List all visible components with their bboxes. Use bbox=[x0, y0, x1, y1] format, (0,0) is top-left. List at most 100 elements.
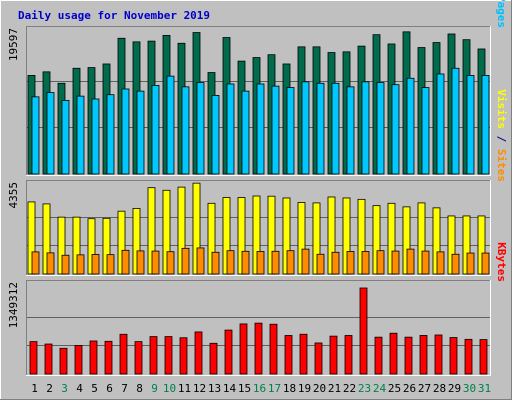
bar-files-day-3 bbox=[61, 100, 70, 175]
bar-files-day-19 bbox=[301, 81, 310, 175]
bar-files-day-28 bbox=[436, 73, 445, 175]
bar-visits-day-11 bbox=[177, 186, 186, 275]
bar-kbytes-day-12 bbox=[194, 331, 203, 375]
bar-files-day-18 bbox=[286, 87, 295, 175]
bar-kbytes-day-31 bbox=[479, 339, 488, 375]
bar-visits-day-4 bbox=[72, 216, 81, 275]
bar-kbytes-day-9 bbox=[149, 336, 158, 375]
right-label-part: Pages bbox=[495, 0, 508, 28]
day-label-13: 13 bbox=[208, 382, 221, 395]
bar-kbytes-day-8 bbox=[134, 341, 143, 375]
bar-sites-day-1 bbox=[31, 251, 40, 275]
bar-sites-day-2 bbox=[46, 252, 55, 275]
bar-sites-day-27 bbox=[421, 250, 430, 275]
bar-kbytes-day-30 bbox=[464, 338, 473, 375]
bar-visits-day-9 bbox=[147, 187, 156, 275]
bar-files-day-25 bbox=[391, 84, 400, 175]
bar-visits-day-17 bbox=[267, 195, 276, 275]
bar-sites-day-13 bbox=[211, 251, 220, 275]
bar-files-day-27 bbox=[421, 87, 430, 175]
panel-right-label: KBytes bbox=[495, 242, 508, 282]
day-label-28: 28 bbox=[433, 382, 446, 395]
bar-files-day-2 bbox=[46, 92, 55, 175]
panel-visits-sites: 4355 Visits / Sites bbox=[7, 89, 508, 276]
day-label-2: 2 bbox=[46, 382, 53, 395]
bar-kbytes-day-14 bbox=[224, 329, 233, 375]
bar-kbytes-day-16 bbox=[254, 322, 263, 375]
panel-hits-files-pages: 19597 Hits / Files / Pages bbox=[7, 0, 508, 176]
bar-kbytes-day-19 bbox=[299, 333, 308, 375]
bar-kbytes-day-15 bbox=[239, 323, 248, 375]
bar-visits-day-8 bbox=[132, 208, 141, 275]
bar-kbytes-day-10 bbox=[164, 336, 173, 375]
day-label-15: 15 bbox=[238, 382, 251, 395]
bar-sites-day-17 bbox=[271, 250, 280, 275]
bar-kbytes-day-6 bbox=[104, 340, 113, 375]
day-label-1: 1 bbox=[31, 382, 38, 395]
day-label-3: 3 bbox=[61, 382, 68, 395]
bar-visits-day-26 bbox=[402, 206, 411, 275]
day-label-6: 6 bbox=[106, 382, 113, 395]
bar-sites-day-3 bbox=[61, 254, 70, 275]
day-label-16: 16 bbox=[253, 382, 266, 395]
bar-sites-day-12 bbox=[196, 247, 205, 275]
day-label-4: 4 bbox=[76, 382, 83, 395]
bar-sites-day-26 bbox=[406, 248, 415, 275]
day-label-12: 12 bbox=[193, 382, 206, 395]
bar-kbytes-day-7 bbox=[119, 333, 128, 375]
day-label-25: 25 bbox=[388, 382, 401, 395]
day-label-7: 7 bbox=[121, 382, 128, 395]
day-label-21: 21 bbox=[328, 382, 341, 395]
bar-files-day-21 bbox=[331, 82, 340, 175]
bar-visits-day-3 bbox=[57, 216, 66, 275]
bar-files-day-17 bbox=[271, 85, 280, 175]
bar-files-day-22 bbox=[346, 86, 355, 175]
bar-sites-day-31 bbox=[481, 252, 490, 275]
bar-sites-day-7 bbox=[121, 249, 130, 275]
bar-kbytes-day-28 bbox=[434, 334, 443, 375]
day-label-24: 24 bbox=[373, 382, 387, 395]
series-kbytes bbox=[29, 287, 488, 375]
bar-files-day-10 bbox=[166, 75, 175, 175]
bar-sites-day-5 bbox=[91, 254, 100, 275]
bar-sites-day-29 bbox=[451, 253, 460, 275]
day-label-17: 17 bbox=[268, 382, 281, 395]
bar-visits-day-18 bbox=[282, 197, 291, 275]
bar-visits-day-24 bbox=[372, 205, 381, 275]
day-label-20: 20 bbox=[313, 382, 326, 395]
bar-sites-day-20 bbox=[316, 253, 325, 275]
bar-kbytes-day-5 bbox=[89, 340, 98, 375]
bar-visits-day-19 bbox=[297, 202, 306, 275]
bar-sites-day-21 bbox=[331, 251, 340, 275]
bar-kbytes-day-3 bbox=[59, 347, 68, 375]
bar-visits-day-23 bbox=[357, 198, 366, 275]
bar-kbytes-day-2 bbox=[44, 343, 53, 375]
bar-visits-day-20 bbox=[312, 202, 321, 275]
bar-kbytes-day-22 bbox=[344, 335, 353, 375]
bar-files-day-20 bbox=[316, 82, 325, 175]
series-sites bbox=[31, 247, 490, 275]
bar-sites-day-28 bbox=[436, 251, 445, 275]
bar-visits-day-31 bbox=[477, 215, 486, 275]
bar-files-day-11 bbox=[181, 86, 190, 175]
bar-files-day-5 bbox=[91, 98, 100, 175]
chart-panels: 19597 Hits / Files / Pages 4355 Visits / Si… bbox=[7, 0, 508, 376]
day-label-10: 10 bbox=[163, 382, 176, 395]
day-label-27: 27 bbox=[418, 382, 431, 395]
bar-visits-day-22 bbox=[342, 197, 351, 275]
bar-kbytes-day-13 bbox=[209, 342, 218, 375]
bar-files-day-1 bbox=[31, 96, 40, 175]
bar-sites-day-30 bbox=[466, 252, 475, 275]
bar-visits-day-25 bbox=[387, 202, 396, 275]
bar-sites-day-25 bbox=[391, 250, 400, 275]
bar-visits-day-6 bbox=[102, 217, 111, 275]
bar-files-day-16 bbox=[256, 83, 265, 175]
bar-visits-day-12 bbox=[192, 182, 201, 275]
bar-files-day-8 bbox=[136, 90, 145, 175]
right-label-part: KBytes bbox=[495, 242, 508, 282]
bar-files-day-29 bbox=[451, 67, 460, 175]
bar-visits-day-14 bbox=[222, 197, 231, 275]
day-label-31: 31 bbox=[478, 382, 491, 395]
bar-files-day-9 bbox=[151, 85, 160, 175]
